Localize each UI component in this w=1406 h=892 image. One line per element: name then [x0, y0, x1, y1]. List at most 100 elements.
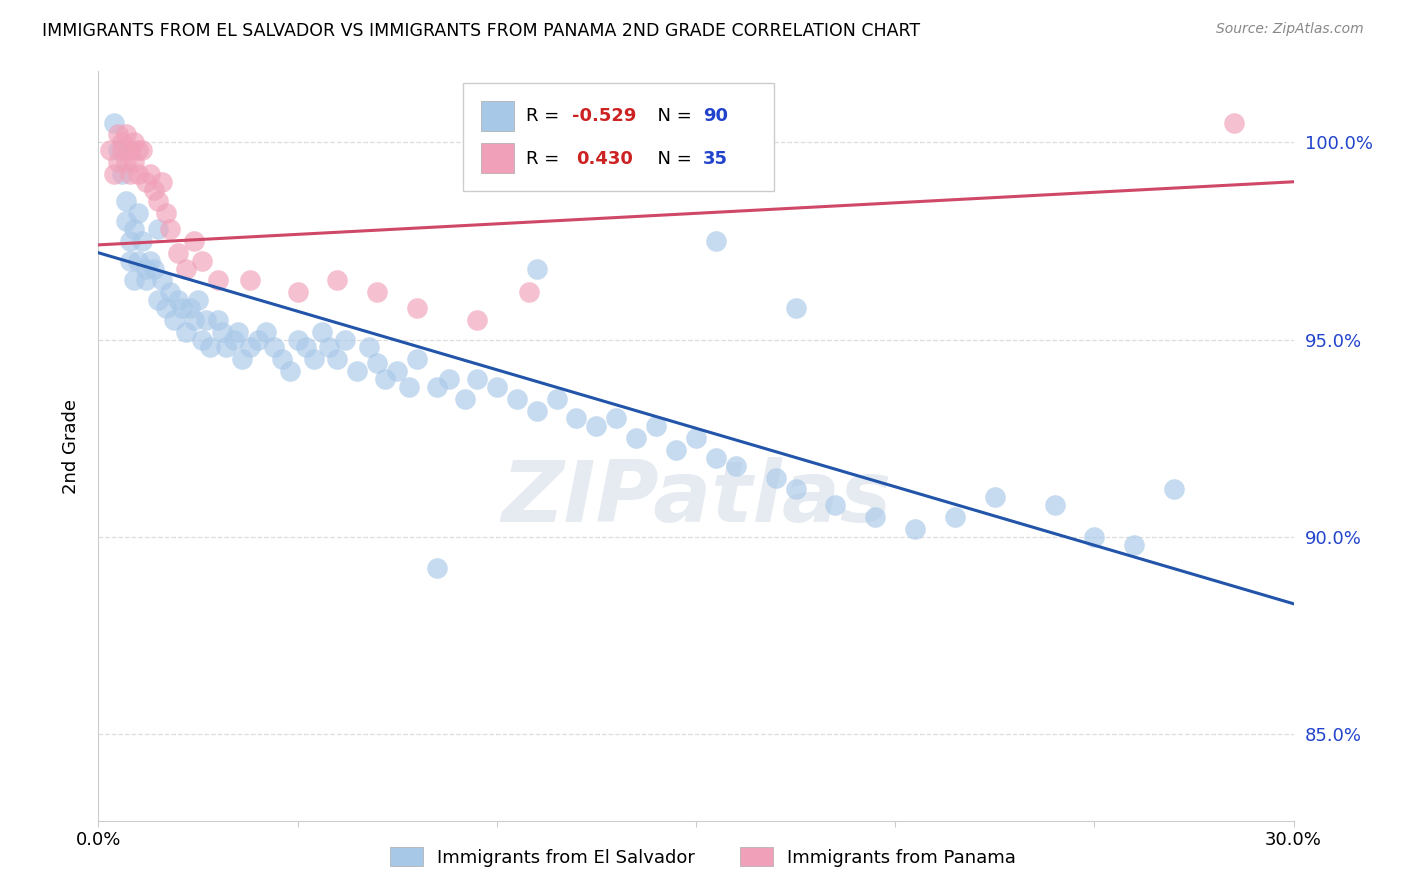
- Text: 35: 35: [703, 150, 728, 168]
- Point: [174, 325, 197, 339]
- Point: [785, 301, 807, 315]
- Point: [326, 352, 349, 367]
- Point: [704, 234, 727, 248]
- Point: [155, 206, 177, 220]
- Point: [335, 333, 357, 347]
- Point: [326, 273, 349, 287]
- Point: [239, 340, 262, 354]
- Point: [107, 155, 129, 169]
- Point: [517, 285, 540, 300]
- Point: [1083, 530, 1105, 544]
- Point: [148, 293, 170, 307]
- Point: [143, 261, 166, 276]
- Point: [139, 253, 162, 268]
- Point: [115, 194, 138, 209]
- Point: [148, 222, 170, 236]
- Point: [124, 273, 146, 287]
- Point: [302, 352, 325, 367]
- Point: [485, 380, 508, 394]
- Text: R =: R =: [526, 107, 565, 125]
- Point: [526, 261, 548, 276]
- Text: R =: R =: [526, 150, 571, 168]
- FancyBboxPatch shape: [481, 143, 515, 172]
- Point: [426, 561, 449, 575]
- Point: [426, 380, 449, 394]
- Point: [904, 522, 927, 536]
- Point: [135, 261, 157, 276]
- Point: [115, 128, 138, 142]
- Point: [1163, 483, 1185, 497]
- Point: [984, 490, 1007, 504]
- Point: [724, 458, 747, 473]
- Point: [115, 155, 138, 169]
- Point: [103, 167, 125, 181]
- Point: [546, 392, 568, 406]
- Point: [318, 340, 340, 354]
- Point: [183, 234, 205, 248]
- Point: [506, 392, 529, 406]
- Point: [1123, 538, 1146, 552]
- Point: [465, 372, 488, 386]
- Point: [765, 470, 787, 484]
- Point: [187, 293, 209, 307]
- Point: [107, 128, 129, 142]
- Text: 90: 90: [703, 107, 728, 125]
- FancyBboxPatch shape: [463, 83, 773, 191]
- Point: [127, 253, 149, 268]
- Text: ZIPatlas: ZIPatlas: [501, 457, 891, 540]
- Point: [222, 333, 245, 347]
- Point: [278, 364, 301, 378]
- Point: [148, 194, 170, 209]
- Point: [215, 340, 238, 354]
- Point: [454, 392, 477, 406]
- Point: [824, 498, 846, 512]
- Point: [120, 234, 142, 248]
- Text: IMMIGRANTS FROM EL SALVADOR VS IMMIGRANTS FROM PANAMA 2ND GRADE CORRELATION CHAR: IMMIGRANTS FROM EL SALVADOR VS IMMIGRANT…: [42, 22, 921, 40]
- Point: [143, 183, 166, 197]
- Point: [191, 253, 214, 268]
- Point: [150, 175, 173, 189]
- Point: [585, 419, 607, 434]
- Point: [374, 372, 396, 386]
- Point: [526, 403, 548, 417]
- Point: [645, 419, 668, 434]
- Point: [246, 333, 269, 347]
- Point: [124, 136, 146, 150]
- Point: [191, 333, 214, 347]
- Point: [785, 483, 807, 497]
- Point: [150, 273, 173, 287]
- Point: [127, 143, 149, 157]
- Point: [127, 167, 149, 181]
- Point: [294, 340, 316, 354]
- Point: [174, 261, 197, 276]
- Point: [346, 364, 368, 378]
- Point: [207, 313, 229, 327]
- Point: [1043, 498, 1066, 512]
- Point: [565, 411, 588, 425]
- Point: [359, 340, 381, 354]
- Point: [943, 510, 966, 524]
- Point: [167, 245, 190, 260]
- Point: [155, 301, 177, 315]
- Point: [172, 301, 194, 315]
- Point: [163, 313, 186, 327]
- Point: [120, 253, 142, 268]
- Point: [120, 167, 142, 181]
- Point: [254, 325, 277, 339]
- Point: [111, 136, 134, 150]
- Point: [366, 356, 388, 370]
- Point: [406, 352, 429, 367]
- Point: [704, 450, 727, 465]
- Point: [195, 313, 218, 327]
- Point: [183, 313, 205, 327]
- Point: [263, 340, 285, 354]
- Point: [239, 273, 262, 287]
- Point: [465, 313, 488, 327]
- Point: [124, 222, 146, 236]
- Point: [605, 159, 627, 173]
- Point: [1223, 115, 1246, 129]
- Point: [124, 155, 146, 169]
- Point: [311, 325, 333, 339]
- Point: [685, 431, 707, 445]
- Point: [406, 301, 429, 315]
